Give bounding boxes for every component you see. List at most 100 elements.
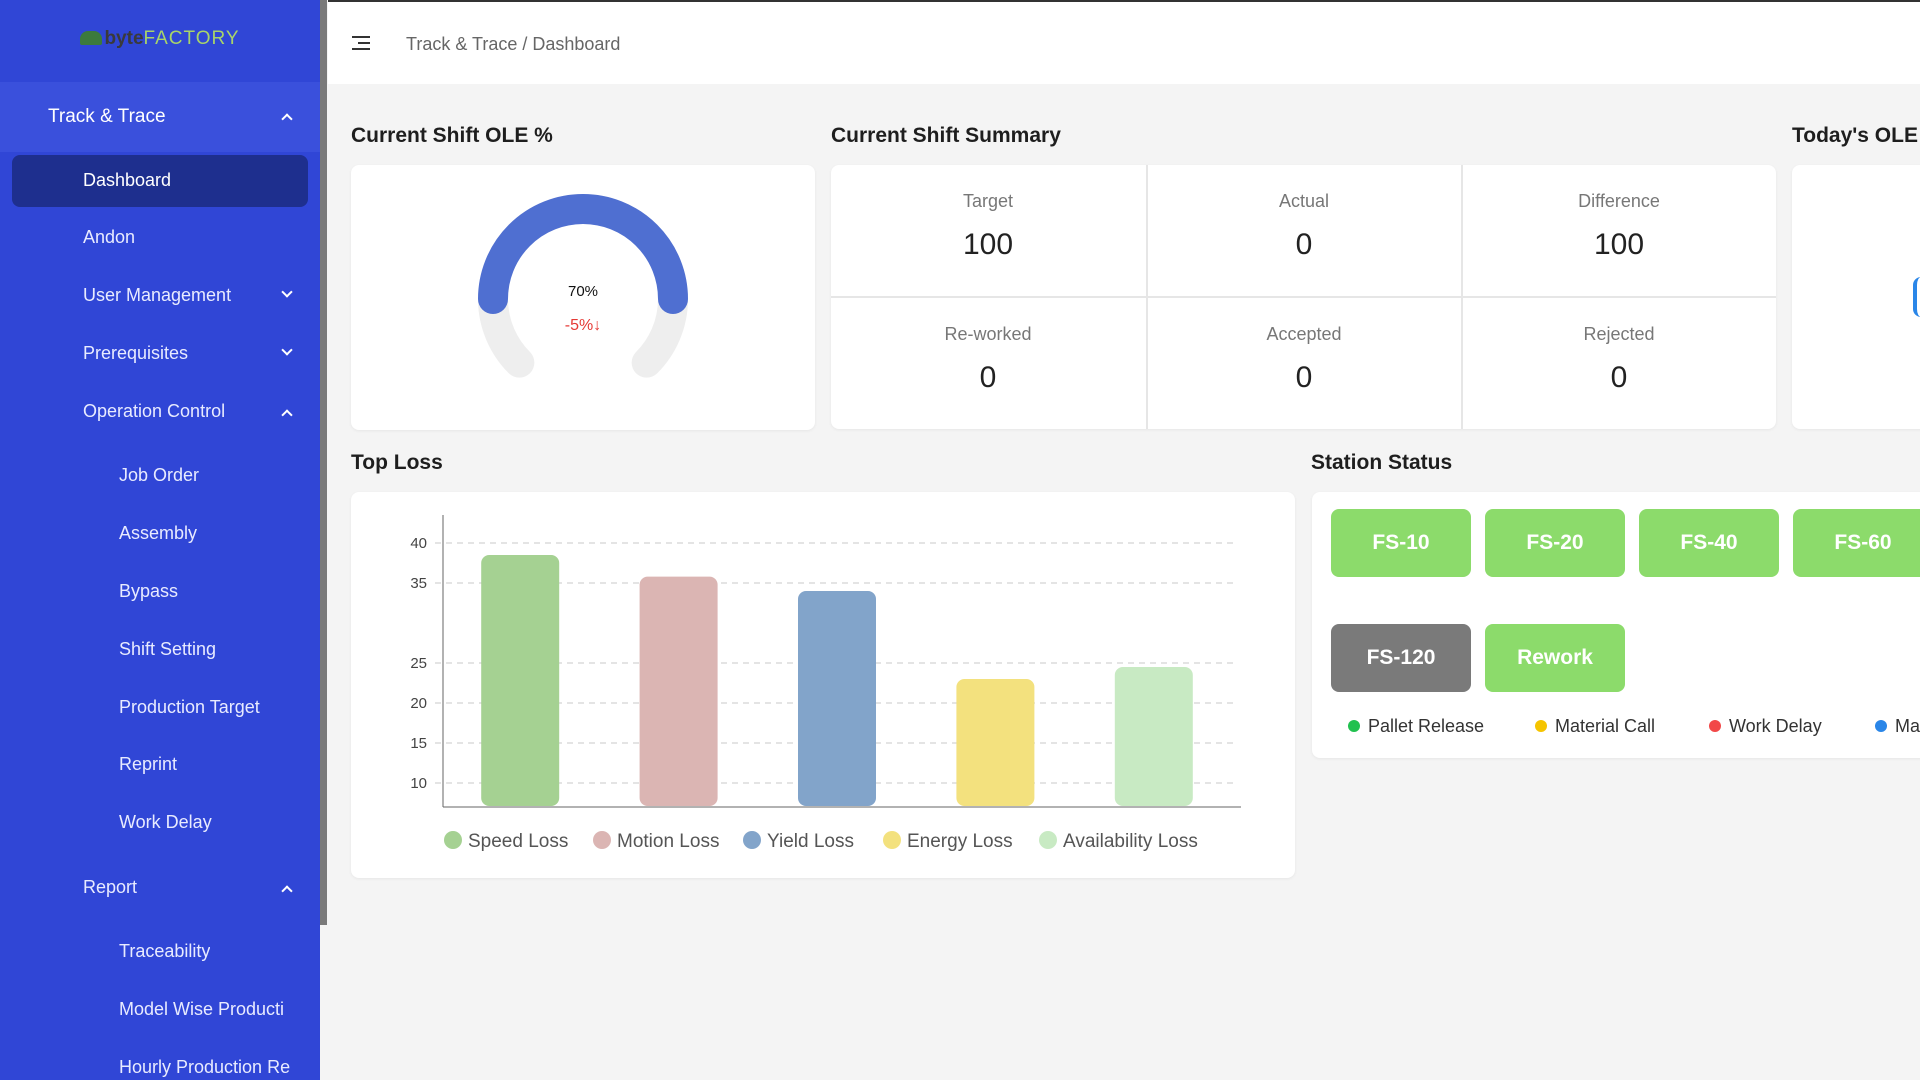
chart-legend-swatch (1039, 831, 1057, 849)
chevron-down-icon (281, 286, 293, 298)
legend-pallet-release: Pallet Release (1348, 716, 1484, 737)
menu-group-track-trace[interactable]: Track & Trace (0, 82, 320, 152)
gauge-fill (478, 194, 688, 314)
chevron-up-icon (281, 113, 293, 125)
sidebar-item-bypass[interactable]: Bypass (0, 569, 320, 615)
station-fs-10[interactable]: FS-10 (1331, 509, 1471, 577)
sidebar-item-label: Assembly (119, 523, 198, 543)
legend-work-delay: Work Delay (1709, 716, 1822, 737)
legend-material-call: Material Call (1535, 716, 1655, 737)
legend-ma: Ma (1875, 716, 1920, 737)
todays-ole-title: Today's OLE (1792, 124, 1918, 147)
sidebar-item-traceability[interactable]: Traceability (0, 929, 320, 975)
sidebar-item-label: Andon (83, 227, 136, 247)
top-loss-chart: 10 15 20 25 35 40 Speed Loss Motion Loss Yield L… (410, 515, 1241, 852)
sidebar-item-operation-control[interactable]: Operation Control (0, 389, 320, 435)
sidebar-item-hourly-production-report[interactable]: Hourly Production Re (0, 1045, 320, 1080)
sidebar-item-job-order[interactable]: Job Order (0, 453, 320, 499)
chart-legend-label: Energy Loss (907, 831, 1013, 852)
sidebar-item-user-management[interactable]: User Management (0, 273, 320, 319)
breadcrumb: Track & Trace / Dashboard (406, 34, 621, 54)
summary-difference: Difference 100 (1578, 191, 1660, 261)
sidebar-item-label: User Management (83, 285, 232, 305)
station-rework[interactable]: Rework (1485, 624, 1625, 692)
ole-value: 70% (567, 283, 599, 300)
sidebar: byteFACTORY Track & Trace Dashboard Ando… (0, 0, 320, 1080)
sidebar-item-label: Report (83, 877, 138, 897)
chart-y-tick-label: 25 (410, 655, 427, 672)
sidebar-item-label: Job Order (119, 465, 200, 485)
todays-ole-gauge-edge (1913, 277, 1920, 317)
summary-reworked: Re-worked 0 (944, 324, 1032, 394)
sidebar-item-label: Model Wise Producti (119, 999, 285, 1019)
summary-card: Target 100 Actual 0 Difference 100 Re-worke… (831, 165, 1776, 429)
station-fs-20[interactable]: FS-20 (1485, 509, 1625, 577)
sidebar-item-work-delay[interactable]: Work Delay (0, 800, 320, 846)
status-dot-icon (1709, 720, 1721, 732)
menu-group-label: Track & Trace (48, 106, 166, 127)
station-fs-40[interactable]: FS-40 (1639, 509, 1779, 577)
sidebar-item-label: Work Delay (119, 812, 212, 832)
chevron-up-icon (281, 885, 293, 897)
chart-legend-label: Yield Loss (767, 831, 854, 852)
sidebar-item-label: Bypass (119, 581, 179, 601)
top-loss-title: Top Loss (351, 451, 443, 474)
chart-legend-swatch (444, 831, 462, 849)
chart-bar-motion-loss (639, 576, 718, 806)
sidebar-item-label: Reprint (119, 754, 178, 774)
summary-target: Target 100 (962, 191, 1014, 261)
chart-legend-swatch (883, 831, 901, 849)
chart-y-tick-label: 10 (410, 775, 427, 792)
status-dot-icon (1875, 720, 1887, 732)
chart-legend-label: Speed Loss (468, 831, 568, 852)
sidebar-item-production-target[interactable]: Production Target (0, 685, 320, 731)
chart-bar-yield-loss (798, 591, 876, 806)
status-dot-icon (1535, 720, 1547, 732)
chart-legend-swatch (743, 831, 761, 849)
station-fs-120[interactable]: FS-120 (1331, 624, 1471, 692)
top-loss-card: 10 15 20 25 35 40 Speed Loss Motion Loss Yield L… (351, 492, 1295, 878)
sidebar-item-label: Traceability (119, 941, 211, 961)
chart-legend-label: Availability Loss (1063, 831, 1198, 852)
chart-y-tick-label: 40 (410, 535, 427, 552)
chevron-up-icon (281, 409, 293, 421)
sidebar-item-report[interactable]: Report (0, 865, 320, 911)
chart-bar-speed-loss (481, 555, 560, 806)
ole-gauge (478, 194, 688, 378)
sidebar-item-assembly[interactable]: Assembly (0, 511, 320, 557)
sidebar-item-prerequisites[interactable]: Prerequisites (0, 331, 320, 377)
chart-y-tick-label: 20 (410, 695, 427, 712)
sidebar-item-model-wise-production[interactable]: Model Wise Producti (0, 987, 320, 1033)
ole-card: 70% -5%↓ (351, 165, 815, 430)
arrow-down-icon: ↓ (593, 317, 602, 334)
station-fs-60[interactable]: FS-60 (1793, 509, 1920, 577)
chart-bar-availability-loss (1114, 667, 1193, 806)
todays-ole-card (1792, 165, 1920, 429)
ole-change: -5%↓ (564, 317, 602, 334)
sidebar-item-reprint[interactable]: Reprint (0, 742, 320, 788)
menu-toggle-icon[interactable] (352, 36, 370, 50)
station-status-card: FS-10 FS-20 FS-40 FS-60 FS-120 Rework Pa… (1312, 492, 1920, 758)
status-dot-icon (1348, 720, 1360, 732)
chart-legend-label: Motion Loss (617, 831, 719, 852)
chart-legend-swatch (593, 831, 611, 849)
chart-y-tick-label: 15 (410, 735, 427, 752)
summary-title: Current Shift Summary (831, 124, 1061, 147)
station-status-title: Station Status (1311, 451, 1453, 474)
sidebar-item-andon[interactable]: Andon (0, 215, 320, 261)
chevron-down-icon (281, 344, 293, 356)
app-logo[interactable]: byteFACTORY (0, 28, 320, 50)
summary-accepted: Accepted 0 (1266, 324, 1342, 394)
factory-logo-icon (80, 31, 103, 45)
sidebar-item-label: Shift Setting (119, 639, 217, 659)
sidebar-item-dashboard[interactable]: Dashboard (12, 155, 308, 207)
sidebar-item-label: Prerequisites (83, 343, 189, 363)
chart-bar-energy-loss (956, 679, 1035, 806)
top-bar: Track & Trace / Dashboard (328, 0, 1920, 84)
sidebar-item-label: Hourly Production Re (119, 1057, 291, 1077)
sidebar-item-shift-setting[interactable]: Shift Setting (0, 627, 320, 673)
sidebar-item-label: Dashboard (83, 170, 172, 190)
summary-actual: Actual 0 (1278, 191, 1330, 261)
sidebar-scrollbar[interactable] (320, 0, 327, 925)
ole-title: Current Shift OLE % (351, 124, 553, 147)
